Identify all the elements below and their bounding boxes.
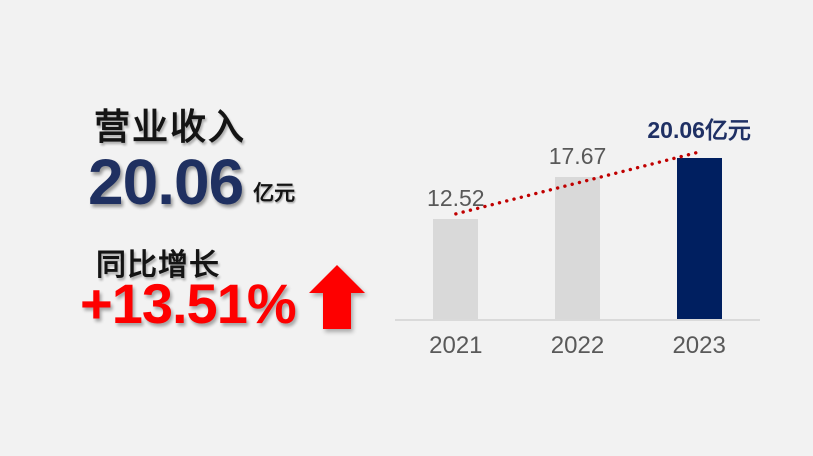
x-axis-line: [395, 319, 760, 321]
revenue-value: 20.06: [88, 146, 244, 218]
bar-2022: [555, 177, 600, 320]
growth-value: +13.51%: [80, 272, 297, 335]
revenue-value-row: 20.06 亿元: [88, 150, 295, 214]
bar-value-label-2021: 12.52: [427, 184, 485, 211]
revenue-title: 营业收入: [94, 106, 247, 147]
bar-value-label-2023: 20.06亿元: [647, 117, 751, 143]
bar-value-label-2022: 17.67: [548, 143, 607, 170]
revenue-unit: 亿元: [253, 182, 296, 205]
x-tick-label-2022: 2022: [550, 332, 605, 359]
growth-title: 同比增长: [96, 249, 220, 282]
x-tick-label-2021: 2021: [429, 332, 483, 359]
bar-2021: [433, 218, 479, 320]
x-tick-label-2023: 2023: [672, 332, 726, 359]
bar-2023: [676, 158, 722, 320]
up-arrow-icon: [309, 265, 365, 329]
